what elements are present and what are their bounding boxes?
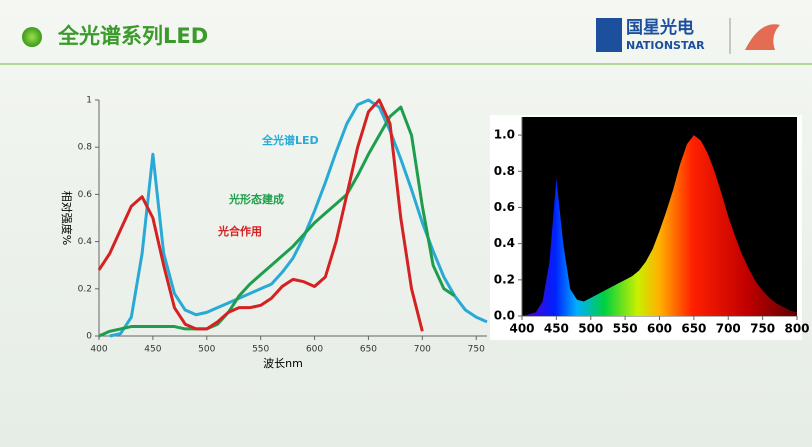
- x-tick-label: 550: [252, 345, 269, 355]
- x-tick-label: 800: [784, 322, 809, 336]
- y-tick-label: 1.0: [494, 128, 515, 142]
- x-tick-label: 450: [544, 322, 569, 336]
- x-tick-label: 500: [578, 322, 603, 336]
- logo-cn: 国星光电: [626, 17, 694, 38]
- x-tick-label: 750: [468, 345, 485, 355]
- logo-en: NATIONSTAR: [626, 39, 705, 52]
- y-tick-label: 1: [86, 96, 92, 106]
- y-tick-label: 0.6: [494, 200, 515, 214]
- y-tick-label: 0.6: [78, 190, 93, 200]
- y-axis-label: 相对强度%: [60, 191, 74, 245]
- x-tick-label: 400: [509, 322, 534, 336]
- x-tick-label: 650: [360, 345, 377, 355]
- series-line: [97, 98, 424, 332]
- bullet: [22, 27, 42, 47]
- y-tick-label: 0.4: [78, 237, 93, 247]
- x-tick-label: 400: [90, 345, 107, 355]
- logo-icon: [596, 18, 622, 52]
- x-tick-label: 700: [414, 345, 431, 355]
- x-tick-label: 750: [750, 322, 775, 336]
- legend-label: 光形态建成: [228, 192, 284, 206]
- x-tick-label: 500: [198, 345, 215, 355]
- slide-title: 全光谱系列LED: [57, 24, 208, 48]
- x-tick-label: 600: [647, 322, 672, 336]
- legend-label: 光合作用: [217, 224, 262, 238]
- series-line: [98, 105, 456, 338]
- y-tick-label: 0.2: [78, 284, 92, 294]
- spectrum-area: [522, 135, 797, 316]
- series-line: [109, 98, 488, 338]
- x-tick-label: 700: [716, 322, 741, 336]
- y-tick-label: 0.0: [494, 309, 515, 323]
- x-tick-label: 600: [306, 345, 323, 355]
- y-tick-label: 0.2: [494, 272, 515, 286]
- x-tick-label: 650: [681, 322, 706, 336]
- legend-label: 全光谱LED: [261, 133, 319, 147]
- x-tick-label: 550: [613, 322, 638, 336]
- logo-emblem: [745, 24, 780, 50]
- y-tick-label: 0: [86, 332, 92, 342]
- x-tick-label: 450: [144, 345, 161, 355]
- y-tick-label: 0.8: [78, 143, 93, 153]
- x-axis-label: 波长nm: [263, 357, 303, 370]
- y-tick-label: 0.4: [494, 236, 515, 250]
- y-tick-label: 0.8: [494, 164, 515, 178]
